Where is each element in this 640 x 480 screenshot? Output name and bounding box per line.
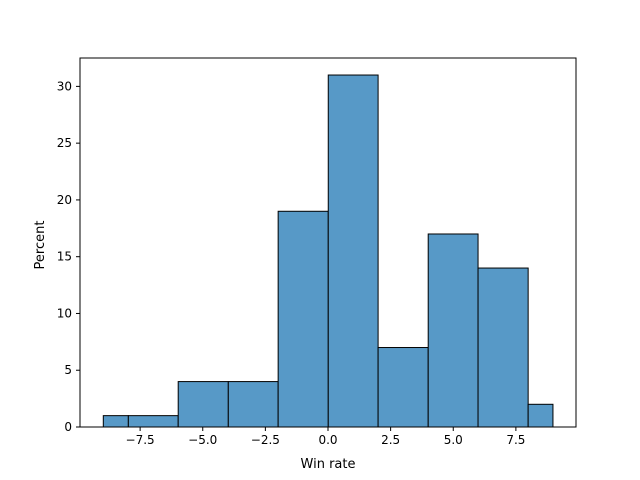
y-tick-label: 25 bbox=[57, 136, 72, 150]
histogram-bar-1 bbox=[127, 415, 179, 428]
histogram-bar-7 bbox=[427, 233, 479, 428]
x-tick-label: −2.5 bbox=[251, 433, 280, 447]
y-tick-label: 0 bbox=[64, 420, 72, 434]
histogram-bar-8 bbox=[477, 267, 529, 428]
histogram-bar-3 bbox=[227, 381, 279, 428]
y-axis-ticks: 0 5 10 15 20 25 30 bbox=[57, 79, 80, 434]
y-tick-label: 20 bbox=[57, 193, 72, 207]
x-axis-ticks: −7.5 −5.0 −2.5 0.0 2.5 5.0 7.5 bbox=[126, 427, 525, 447]
x-tick-label: −5.0 bbox=[188, 433, 217, 447]
histogram-bar-0 bbox=[102, 415, 129, 428]
x-tick-label: 5.0 bbox=[444, 433, 463, 447]
histogram-bar-6 bbox=[377, 347, 429, 428]
histogram-bar-4 bbox=[277, 210, 329, 428]
x-tick-label: −7.5 bbox=[126, 433, 155, 447]
histogram-bar-2 bbox=[177, 381, 229, 428]
bars-group bbox=[102, 74, 554, 428]
x-tick-label: 2.5 bbox=[381, 433, 400, 447]
x-tick-label: 7.5 bbox=[506, 433, 525, 447]
x-axis-label: Win rate bbox=[301, 457, 356, 472]
y-tick-label: 10 bbox=[57, 306, 72, 320]
histogram-bar-9 bbox=[527, 403, 554, 428]
y-tick-label: 30 bbox=[57, 79, 72, 93]
y-tick-label: 5 bbox=[64, 363, 72, 377]
x-tick-label: 0.0 bbox=[318, 433, 337, 447]
histogram-bar-5 bbox=[327, 74, 379, 428]
y-axis-label: Percent bbox=[33, 221, 48, 270]
y-tick-label: 15 bbox=[57, 250, 72, 264]
